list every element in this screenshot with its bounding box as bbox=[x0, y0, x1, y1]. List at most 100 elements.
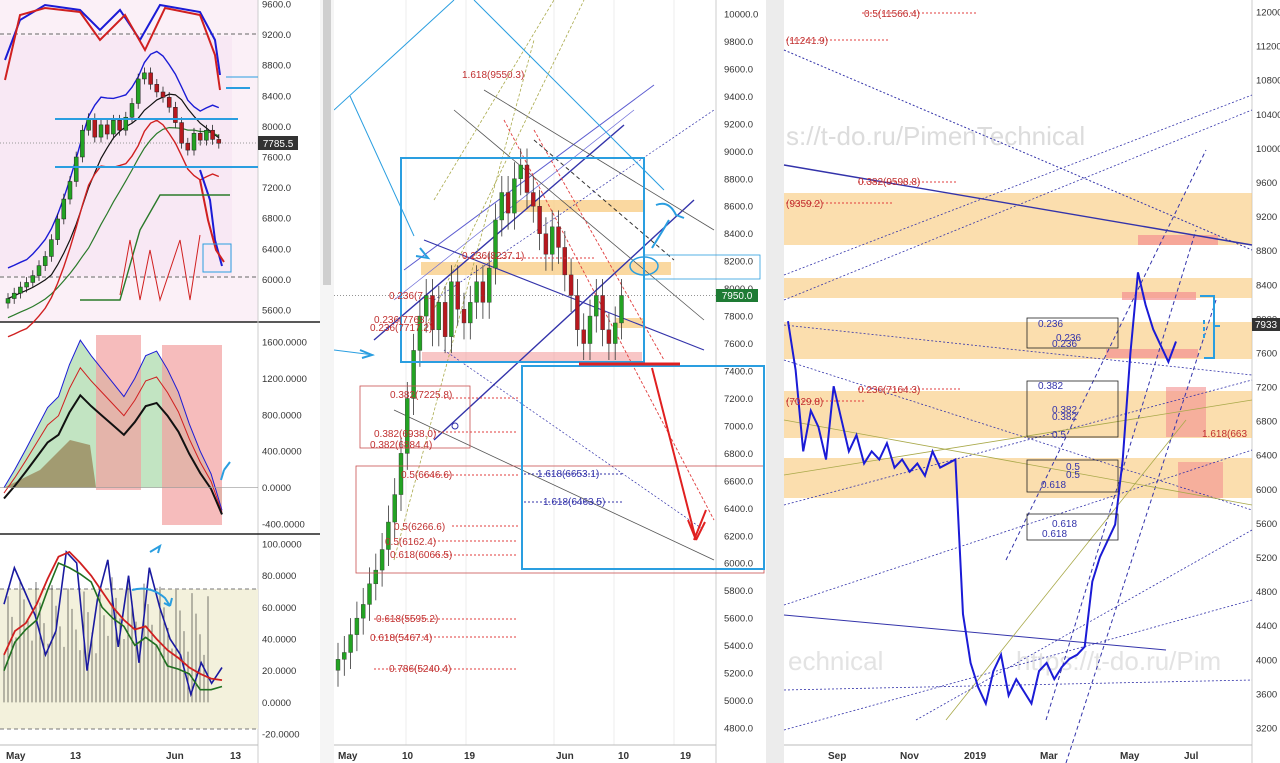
candle-body bbox=[537, 206, 542, 234]
x-tick-label: Mar bbox=[1040, 751, 1058, 762]
fib-label: 1.618(9550.3) bbox=[462, 70, 524, 81]
axis-tick-label: 6000.0 bbox=[724, 559, 753, 570]
axis-tick-label: 4800.0 bbox=[724, 724, 753, 735]
axis-tick-label: 6400.0 bbox=[262, 244, 291, 255]
axis-tick-label: 6000.0 bbox=[262, 275, 291, 286]
fib-label: 0.618(6066.5) bbox=[390, 550, 452, 561]
x-tick-label: 10 bbox=[402, 751, 414, 762]
axis-tick-label: 8400.0 bbox=[724, 229, 753, 240]
price-tag bbox=[258, 136, 298, 150]
fib-box bbox=[1026, 513, 1119, 541]
left-oscillator-pane: 1600.0000 1200.0000 800.0000 400.0000 0.0000… bbox=[0, 335, 320, 535]
axis-tick-label: 6800.0 bbox=[724, 449, 753, 460]
x-tick-label: May bbox=[1120, 751, 1140, 762]
candle-body bbox=[154, 84, 160, 93]
candle-body bbox=[449, 281, 454, 337]
trendline bbox=[1045, 229, 1197, 721]
candle-body bbox=[129, 103, 135, 118]
lower-band-line bbox=[199, 179, 225, 263]
cyan-arrow bbox=[220, 461, 231, 481]
splitter-thumb[interactable] bbox=[323, 0, 331, 285]
left-price-pane: 9600.0 9200.0 8800.0 8400.0 8000.0 7600.0 7200… bbox=[0, 0, 320, 763]
fib-label: 0.236(8237.1) bbox=[462, 251, 524, 262]
oscillator-line bbox=[3, 393, 223, 515]
red-zone bbox=[422, 352, 642, 361]
x-tick-label: Jul bbox=[1184, 751, 1199, 762]
price-tag bbox=[716, 289, 758, 302]
negative-area bbox=[162, 345, 222, 525]
candle-body bbox=[185, 142, 191, 151]
cyan-connector-line bbox=[334, 95, 415, 356]
fib-label: 0.5 bbox=[1066, 470, 1080, 481]
orange-zone bbox=[514, 200, 644, 212]
axis-tick-label: 20.0000 bbox=[262, 666, 296, 677]
cyan-box bbox=[643, 254, 761, 280]
axis-tick-label: 4000 bbox=[1256, 655, 1277, 666]
trendline bbox=[783, 399, 1253, 476]
axis-tick-label: 9600 bbox=[1256, 178, 1277, 189]
orange-zone bbox=[784, 458, 1252, 498]
candle-body bbox=[587, 315, 593, 344]
candle-body bbox=[5, 298, 11, 304]
x-axis-labels: Sep Nov 2019 Mar May Jul bbox=[828, 751, 1199, 762]
axis-tick-label: 0.0000 bbox=[262, 483, 291, 494]
candle-body bbox=[42, 256, 48, 266]
axis-tick-label: 7600.0 bbox=[262, 153, 291, 164]
cyan-arrow bbox=[131, 587, 173, 607]
axis-tick-label: 9200 bbox=[1256, 212, 1277, 223]
axis-tick-label: 7200 bbox=[1256, 383, 1277, 394]
cyan-arrow bbox=[359, 349, 375, 359]
fib-label: 0.5 bbox=[1066, 462, 1080, 473]
axis-tick-label: 9800.0 bbox=[724, 37, 753, 48]
annotation-group bbox=[55, 76, 258, 273]
price-tag-label: 7785.5 bbox=[263, 139, 294, 150]
fib-box bbox=[359, 385, 471, 449]
candle-body bbox=[575, 295, 580, 331]
axis-tick-label: 10000.0 bbox=[724, 10, 758, 21]
red-zone bbox=[1122, 292, 1196, 300]
candle-body bbox=[562, 247, 568, 276]
candle-body bbox=[173, 107, 178, 123]
x-tick-label: May bbox=[6, 751, 26, 762]
fan-line bbox=[423, 0, 585, 331]
axis-tick-label: 0.0000 bbox=[262, 698, 291, 709]
left-chart-panel: 9600.0 9200.0 8800.0 8400.0 8000.0 7600.0 7200… bbox=[0, 0, 320, 763]
axis-tick-label: 8800.0 bbox=[262, 61, 291, 72]
fib-label: 0.382 bbox=[1052, 412, 1077, 423]
candle-body bbox=[518, 164, 523, 179]
candle-body bbox=[531, 192, 536, 207]
candle-body bbox=[18, 286, 23, 294]
axis-tick-label: 6200.0 bbox=[724, 531, 753, 542]
splitter[interactable] bbox=[320, 0, 334, 763]
candle-body bbox=[135, 78, 141, 104]
fib-lines bbox=[374, 257, 624, 670]
cyan-ellipse bbox=[629, 256, 659, 276]
axis-tick-label: 5200 bbox=[1256, 553, 1277, 564]
oscillator-area bbox=[0, 335, 258, 525]
candle-body bbox=[493, 219, 498, 269]
fan-line bbox=[533, 129, 665, 361]
candle-body bbox=[367, 583, 372, 605]
cyan-arrow bbox=[415, 247, 431, 260]
axis-tick-label: 6000 bbox=[1256, 485, 1277, 496]
axis-tick-label: 5000.0 bbox=[724, 696, 753, 707]
trendline bbox=[783, 614, 1167, 651]
candle-body bbox=[36, 265, 42, 276]
fib-label: 0.382(9598.8) bbox=[858, 177, 920, 188]
fib-lines bbox=[786, 12, 976, 402]
trendline bbox=[783, 379, 1253, 506]
candle-body bbox=[386, 521, 391, 550]
channel-line bbox=[423, 239, 705, 351]
candle-body bbox=[581, 329, 586, 344]
x-tick-label: May bbox=[338, 751, 358, 762]
candle-body bbox=[613, 322, 618, 344]
axis-tick-label: 9600.0 bbox=[262, 0, 291, 11]
trendline bbox=[783, 419, 1253, 506]
axis-tick-label: 60.0000 bbox=[262, 603, 296, 614]
channel-line bbox=[453, 109, 705, 321]
price-line bbox=[787, 272, 1177, 707]
axis-tick-label: 10400 bbox=[1256, 110, 1280, 121]
fib-label: 1.618(6463.5) bbox=[543, 497, 605, 508]
candle-body bbox=[197, 133, 203, 141]
fib-label: 0.236(7768... bbox=[374, 315, 433, 326]
